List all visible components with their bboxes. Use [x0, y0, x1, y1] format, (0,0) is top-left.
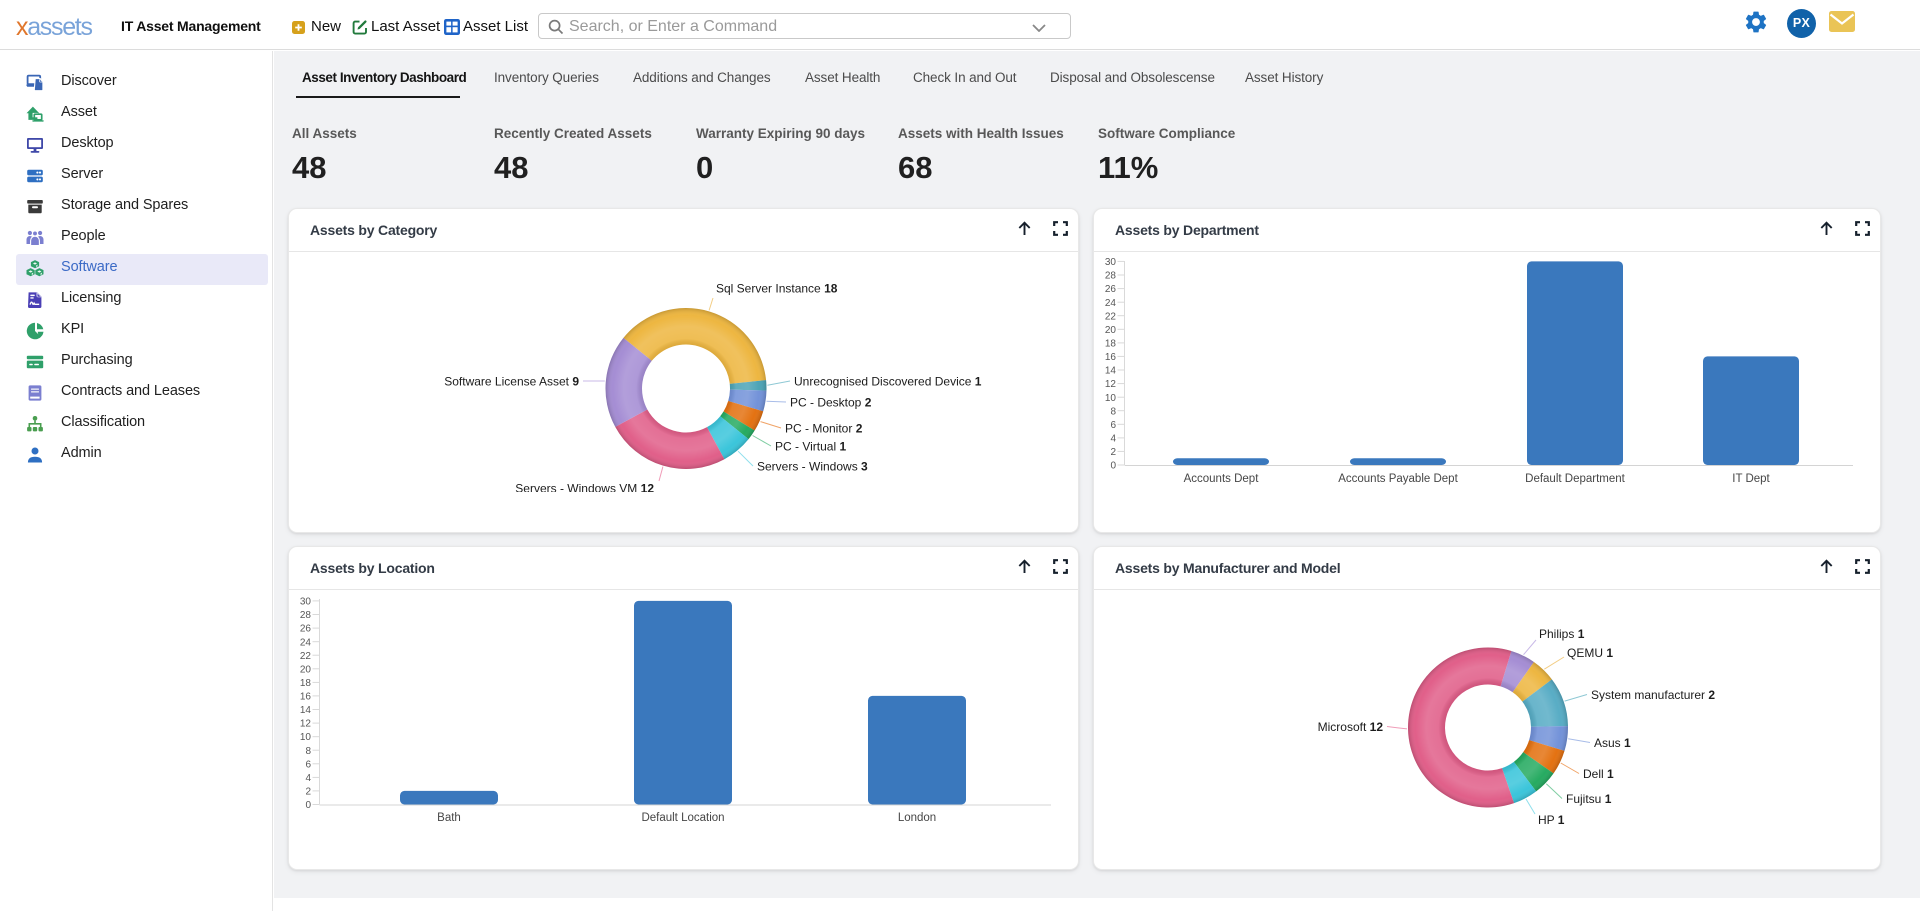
svg-text:PC - Virtual 1: PC - Virtual 1 [775, 440, 846, 454]
svg-text:24: 24 [300, 637, 312, 648]
svg-text:6: 6 [305, 759, 311, 770]
svg-text:Accounts Payable Dept: Accounts Payable Dept [1338, 473, 1458, 485]
svg-text:18: 18 [300, 678, 312, 689]
svg-text:Servers - Windows 3: Servers - Windows 3 [757, 460, 868, 474]
svg-text:IT Dept: IT Dept [1732, 473, 1770, 485]
svg-text:HP 1: HP 1 [1538, 813, 1565, 827]
svg-text:26: 26 [1105, 284, 1117, 295]
svg-text:Default Department: Default Department [1525, 473, 1626, 485]
svg-text:28: 28 [1105, 271, 1117, 282]
svg-text:30: 30 [1105, 257, 1117, 268]
svg-text:26: 26 [300, 624, 312, 635]
svg-text:6: 6 [1110, 420, 1116, 431]
svg-text:Fujitsu 1: Fujitsu 1 [1566, 792, 1612, 806]
svg-text:14: 14 [1105, 366, 1117, 377]
svg-text:24: 24 [1105, 298, 1117, 309]
svg-text:Asus 1: Asus 1 [1594, 736, 1631, 750]
svg-text:20: 20 [300, 664, 312, 675]
svg-text:Servers - Windows VM 12: Servers - Windows VM 12 [515, 482, 654, 493]
svg-text:Accounts Dept: Accounts Dept [1184, 473, 1260, 485]
svg-text:Microsoft 12: Microsoft 12 [1318, 720, 1384, 734]
svg-text:2: 2 [1110, 447, 1116, 458]
svg-text:16: 16 [300, 692, 312, 703]
svg-text:14: 14 [300, 705, 312, 716]
svg-text:London: London [898, 812, 936, 824]
svg-text:12: 12 [300, 719, 312, 730]
svg-text:PC - Desktop 2: PC - Desktop 2 [790, 396, 872, 410]
svg-text:Default Location: Default Location [641, 812, 724, 824]
svg-text:4: 4 [305, 773, 311, 784]
svg-text:20: 20 [1105, 325, 1117, 336]
svg-text:22: 22 [300, 651, 312, 662]
svg-text:12: 12 [1105, 379, 1117, 390]
svg-text:Sql Server Instance 18: Sql Server Instance 18 [716, 282, 838, 296]
svg-text:Software License Asset 9: Software License Asset 9 [444, 375, 579, 389]
svg-text:QEMU 1: QEMU 1 [1567, 646, 1613, 660]
svg-text:PC - Monitor 2: PC - Monitor 2 [785, 422, 863, 436]
svg-text:Unrecognised Discovered Device: Unrecognised Discovered Device 1 [794, 375, 982, 389]
svg-text:8: 8 [1110, 406, 1116, 417]
svg-text:0: 0 [305, 800, 311, 811]
svg-text:System manufacturer 2: System manufacturer 2 [1591, 688, 1715, 702]
svg-text:16: 16 [1105, 352, 1117, 363]
svg-text:18: 18 [1105, 339, 1117, 350]
svg-text:Bath: Bath [437, 812, 461, 824]
svg-text:22: 22 [1105, 311, 1117, 322]
svg-text:10: 10 [300, 732, 312, 743]
svg-text:Philips 1: Philips 1 [1539, 627, 1585, 641]
svg-text:8: 8 [305, 746, 311, 757]
svg-text:2: 2 [305, 787, 311, 798]
svg-text:0: 0 [1110, 461, 1116, 472]
svg-text:10: 10 [1105, 393, 1117, 404]
svg-text:28: 28 [300, 610, 312, 621]
svg-text:Dell 1: Dell 1 [1583, 767, 1614, 781]
svg-text:4: 4 [1110, 434, 1116, 445]
svg-text:30: 30 [300, 597, 312, 608]
